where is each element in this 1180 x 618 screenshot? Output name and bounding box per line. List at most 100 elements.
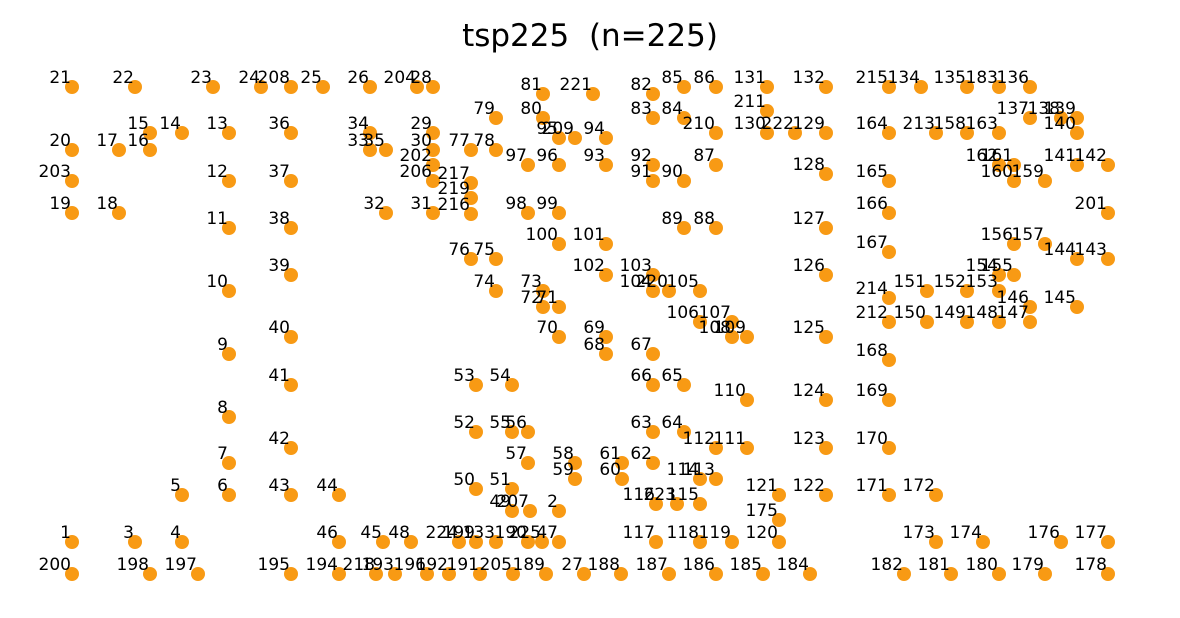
city-label: 93 (583, 146, 605, 166)
city-point (709, 80, 723, 94)
city-point (379, 206, 393, 220)
city-point (1101, 535, 1115, 549)
city-point (599, 330, 613, 344)
city-label: 74 (473, 272, 495, 292)
city-point (1038, 174, 1052, 188)
city-point (254, 80, 268, 94)
city-point (677, 378, 691, 392)
city-point (489, 252, 503, 266)
city-label: 206 (400, 162, 432, 182)
city-label: 194 (306, 555, 338, 575)
city-point (914, 80, 928, 94)
city-label: 94 (583, 119, 605, 139)
city-label: 161 (981, 146, 1013, 166)
city-point (882, 315, 896, 329)
city-label: 110 (714, 381, 746, 401)
city-label: 40 (268, 318, 290, 338)
city-label: 153 (966, 272, 998, 292)
city-point (464, 252, 478, 266)
city-point (206, 80, 220, 94)
city-label: 137 (997, 99, 1029, 119)
city-label: 70 (536, 318, 558, 338)
city-label: 78 (473, 131, 495, 151)
city-point (505, 378, 519, 392)
city-point (65, 206, 79, 220)
city-label: 71 (536, 288, 558, 308)
city-label: 217 (438, 164, 470, 184)
city-point (693, 472, 707, 486)
city-point (599, 131, 613, 145)
city-label: 28 (410, 68, 432, 88)
city-label: 135 (934, 68, 966, 88)
city-point (568, 131, 582, 145)
city-point (363, 80, 377, 94)
city-label: 80 (520, 99, 542, 119)
city-point (521, 206, 535, 220)
city-point (1070, 252, 1084, 266)
city-point (1101, 567, 1115, 581)
city-label: 219 (438, 179, 470, 199)
city-point (489, 284, 503, 298)
city-point (1070, 158, 1084, 172)
city-point (369, 567, 383, 581)
city-label: 107 (699, 303, 731, 323)
city-point (284, 441, 298, 455)
city-label: 36 (268, 114, 290, 134)
city-label: 97 (505, 146, 527, 166)
city-label: 196 (394, 555, 426, 575)
city-label: 204 (384, 68, 416, 88)
city-point (222, 284, 236, 298)
city-point (646, 378, 660, 392)
city-label: 15 (127, 114, 149, 134)
city-point (552, 206, 566, 220)
city-point (929, 535, 943, 549)
city-point (882, 393, 896, 407)
city-label: 224 (426, 523, 458, 543)
city-label: 136 (997, 68, 1029, 88)
city-point (420, 567, 434, 581)
city-point (442, 567, 456, 581)
city-label: 34 (347, 114, 369, 134)
city-point (709, 472, 723, 486)
city-label: 179 (1012, 555, 1044, 575)
city-label: 151 (894, 272, 926, 292)
city-label: 44 (316, 476, 338, 496)
city-point (646, 158, 660, 172)
city-label: 23 (190, 68, 212, 88)
city-label: 192 (416, 555, 448, 575)
city-point (882, 488, 896, 502)
city-point (646, 456, 660, 470)
city-label: 61 (599, 444, 621, 464)
city-point (426, 143, 440, 157)
city-point (882, 353, 896, 367)
city-point (376, 535, 390, 549)
city-label: 188 (588, 555, 620, 575)
city-point (552, 131, 566, 145)
city-point (677, 80, 691, 94)
city-label: 148 (966, 303, 998, 323)
city-point (284, 567, 298, 581)
city-label: 3 (123, 523, 134, 543)
city-label: 133 (463, 523, 495, 543)
city-point (143, 567, 157, 581)
city-label: 202 (400, 146, 432, 166)
city-point (960, 284, 974, 298)
city-point (1007, 174, 1021, 188)
city-point (222, 126, 236, 140)
city-point (128, 80, 142, 94)
city-label: 114 (667, 460, 699, 480)
city-label: 25 (300, 68, 322, 88)
city-label: 187 (636, 555, 668, 575)
city-point (65, 80, 79, 94)
city-point (1038, 567, 1052, 581)
city-label: 156 (981, 225, 1013, 245)
city-point (552, 535, 566, 549)
city-point (222, 488, 236, 502)
city-label: 150 (894, 303, 926, 323)
city-point (65, 174, 79, 188)
city-label: 111 (714, 429, 746, 449)
city-label: 29 (410, 114, 432, 134)
city-label: 173 (903, 523, 935, 543)
city-label: 103 (620, 256, 652, 276)
city-label: 35 (363, 131, 385, 151)
